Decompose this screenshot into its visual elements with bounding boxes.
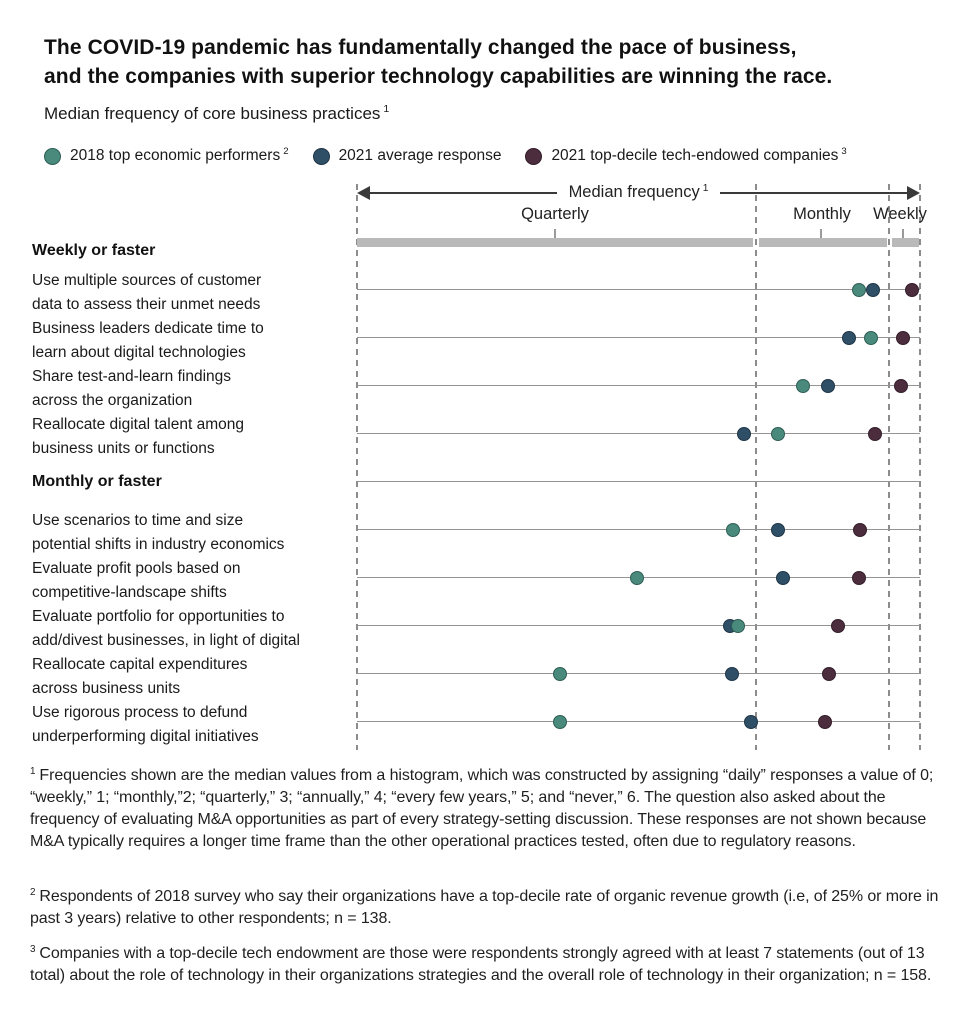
data-dot-tech2021 <box>905 283 919 297</box>
data-dot-a2021 <box>821 379 835 393</box>
section-header: Monthly or faster <box>32 473 162 490</box>
row-label: Business leaders dedicate time to learn a… <box>32 320 264 361</box>
data-dot-t2018 <box>796 379 810 393</box>
row-label: Use multiple sources of customer data to … <box>32 272 262 313</box>
data-dot-a2021 <box>744 715 758 729</box>
section-divider-line <box>357 481 920 482</box>
title-line-1: The COVID-19 pandemic has fundamentally … <box>44 36 797 59</box>
data-dot-t2018 <box>630 571 644 585</box>
data-dot-t2018 <box>553 667 567 681</box>
axis-bar-segment-2 <box>759 238 887 247</box>
legend: 2018 top economic performers 2 2021 averag… <box>44 147 847 165</box>
chart-subtitle-text: Median frequency of core business practi… <box>44 104 381 123</box>
footnote-3: 3 Companies with a top-decile tech endowm… <box>30 943 932 984</box>
median-frequency-axis-arrow: Median frequency 1 <box>357 183 920 202</box>
guide-dashed-line-3 <box>888 184 890 750</box>
axis-tick-2 <box>820 229 822 238</box>
data-dot-a2021 <box>776 571 790 585</box>
data-dot-tech2021 <box>818 715 832 729</box>
footnote-2: 2 Respondents of 2018 survey who say thei… <box>30 886 939 927</box>
data-dot-a2021 <box>842 331 856 345</box>
legend-label: 2018 top economic performers 2 <box>70 145 289 164</box>
data-dot-t2018 <box>852 283 866 297</box>
legend-label: 2021 average response <box>338 147 502 164</box>
row-label: Share test-and-learn findings across the … <box>32 368 232 409</box>
axis-bar-segment-3 <box>892 238 919 247</box>
axis-tick-3 <box>902 229 904 238</box>
chart-subtitle-footnote-ref: 1 <box>383 103 390 116</box>
data-dot-tech2021 <box>831 619 845 633</box>
row-line <box>357 673 920 674</box>
guide-dashed-line-4 <box>919 184 921 750</box>
legend-dot-icon-tech2021 <box>525 147 543 165</box>
data-dot-a2021 <box>866 283 880 297</box>
data-dot-a2021 <box>737 427 751 441</box>
row-line <box>357 625 920 626</box>
row-label: Use rigorous process to defund underperfo… <box>32 704 259 745</box>
axis-bar-segment-1 <box>357 238 753 247</box>
axis-label-weekly: Weekly <box>873 205 927 223</box>
title-line-2: and the companies with superior technolo… <box>44 65 833 88</box>
legend-label: 2021 top-decile tech-endowed companies 3 <box>551 145 847 164</box>
axis-label-monthly: Monthly <box>793 205 851 223</box>
legend-item-tech2021: 2021 top-decile tech-endowed companies 3 <box>525 145 847 165</box>
guide-dashed-line-1 <box>356 184 358 750</box>
arrow-head-left-icon <box>357 185 370 200</box>
legend-dot-icon-a2021 <box>312 147 330 165</box>
section-header: Weekly or faster <box>32 242 156 259</box>
row-label: Reallocate capital expenditures across bu… <box>32 656 248 697</box>
data-dot-a2021 <box>725 667 739 681</box>
row-line <box>357 289 920 290</box>
data-dot-tech2021 <box>896 331 910 345</box>
row-line <box>357 529 920 530</box>
chart-subtitle: Median frequency of core business practi… <box>44 104 389 124</box>
axis-label-quarterly: Quarterly <box>521 205 589 223</box>
row-label: Evaluate profit pools based on competitiv… <box>32 560 241 601</box>
data-dot-t2018 <box>771 427 785 441</box>
data-dot-t2018 <box>731 619 745 633</box>
arrow-head-right-icon <box>907 185 920 200</box>
data-dot-t2018 <box>553 715 567 729</box>
row-line <box>357 385 920 386</box>
page-title: The COVID-19 pandemic has fundamentally … <box>44 33 944 91</box>
footnote-1: 1 Frequencies shown are the median values… <box>30 765 934 850</box>
row-line <box>357 433 920 434</box>
data-dot-tech2021 <box>852 571 866 585</box>
legend-item-t2018: 2018 top economic performers 2 <box>44 147 289 165</box>
guide-dashed-line-2 <box>755 184 757 750</box>
legend-dot-icon-t2018 <box>44 147 61 165</box>
row-label: Use scenarios to time and size potential … <box>32 512 285 553</box>
data-dot-t2018 <box>864 331 878 345</box>
data-dot-tech2021 <box>894 379 908 393</box>
data-dot-tech2021 <box>822 667 836 681</box>
axis-arrow-label: Median frequency 1 <box>556 183 721 202</box>
data-dot-t2018 <box>726 523 740 537</box>
legend-item-a2021: 2021 average response <box>312 147 502 165</box>
data-dot-tech2021 <box>868 427 882 441</box>
row-label: Evaluate portfolio for opportunities to a… <box>32 608 300 649</box>
data-dot-a2021 <box>771 523 785 537</box>
data-dot-tech2021 <box>853 523 867 537</box>
axis-tick-1 <box>554 229 556 238</box>
row-label: Reallocate digital talent among business … <box>32 416 244 457</box>
row-line <box>357 337 920 338</box>
row-line <box>357 721 920 722</box>
